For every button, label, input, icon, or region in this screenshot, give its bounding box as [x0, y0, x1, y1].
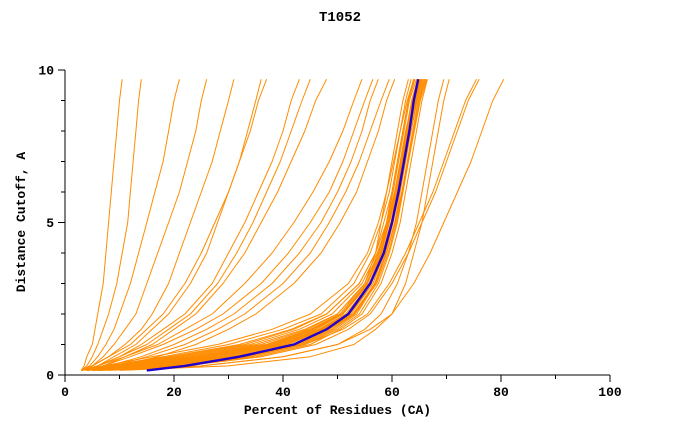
model-curve	[97, 79, 426, 371]
model-curve	[86, 79, 422, 371]
x-axis-label: Percent of Residues (CA)	[243, 403, 432, 418]
model-curve	[81, 79, 419, 371]
model-curve	[81, 79, 262, 371]
model-curve	[81, 79, 412, 371]
model-curve	[92, 79, 396, 371]
model-curve	[86, 79, 409, 371]
model-curve	[92, 79, 427, 371]
model-curve	[86, 79, 311, 371]
model-curve	[86, 79, 425, 371]
model-curve	[119, 79, 450, 371]
chart-title: T1052	[318, 10, 361, 26]
model-curve	[80, 79, 142, 371]
model-curve	[86, 79, 416, 371]
model-curve	[81, 79, 208, 371]
model-curve	[108, 79, 445, 371]
model-curve	[92, 79, 421, 371]
x-tick-label: 80	[493, 385, 509, 400]
model-curve	[81, 79, 421, 371]
model-curve	[81, 79, 374, 371]
x-tick-label: 20	[166, 385, 182, 400]
model-curve	[86, 79, 419, 371]
model-curve	[86, 79, 379, 371]
x-tick-label: 60	[384, 385, 400, 400]
model-curve	[92, 79, 422, 371]
model-curve	[97, 78, 480, 371]
x-tick-label: 100	[598, 385, 622, 400]
model-curve	[81, 79, 363, 371]
model-curve	[81, 79, 180, 371]
reference-curve	[146, 78, 420, 372]
y-tick-label: 10	[38, 64, 54, 79]
y-tick-label: 0	[46, 369, 54, 384]
model-curve	[92, 79, 423, 371]
y-tick-label: 5	[46, 216, 54, 231]
model-curve	[86, 79, 390, 371]
model-curve	[80, 79, 123, 371]
model-curve	[92, 79, 420, 371]
model-curve	[86, 79, 268, 371]
x-tick-label: 40	[275, 385, 291, 400]
model-curve	[97, 79, 428, 371]
x-tick-label: 0	[61, 385, 69, 400]
model-curve	[92, 78, 477, 371]
model-curve	[92, 79, 415, 371]
model-curve	[97, 79, 426, 371]
model-curve	[103, 78, 505, 371]
